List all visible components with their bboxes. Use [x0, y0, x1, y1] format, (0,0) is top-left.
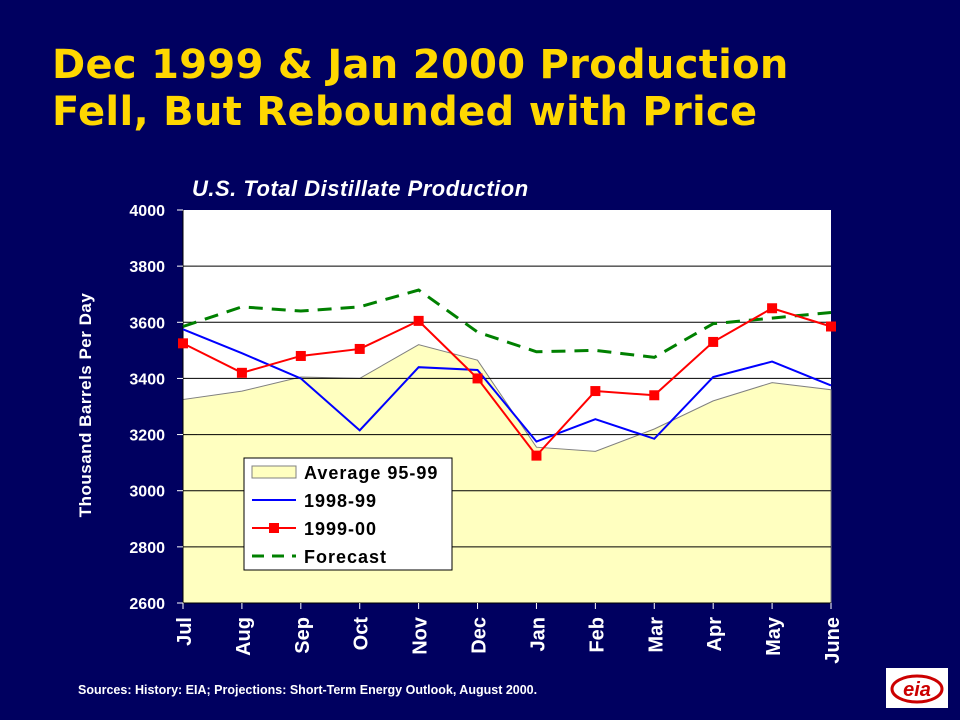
slide-title: Dec 1999 & Jan 2000 Production Fell, But… [52, 42, 912, 136]
series-1999-00-point-apr [708, 336, 719, 347]
series-1999-00-point-oct [354, 343, 365, 354]
series-1999-00-point-nov [413, 315, 424, 326]
series-1999-00-point-feb [590, 386, 601, 397]
chart-title: U.S. Total Distillate Production [192, 176, 529, 201]
legend-label-3: Forecast [304, 547, 387, 567]
y-tick-label-3400: 3400 [129, 371, 165, 388]
y-tick-label-4000: 4000 [129, 203, 165, 220]
eia-logo: eia [886, 668, 948, 708]
series-1998-99-line [182, 328, 832, 443]
y-tick-label-3200: 3200 [129, 428, 165, 445]
y-tick-label-2600: 2600 [129, 596, 165, 613]
series-1999-00-point-may [767, 303, 778, 314]
series-1999-00-point-aug [236, 367, 247, 378]
x-tick-label-may: May [763, 616, 785, 656]
series-1999-00-point-june [826, 321, 836, 332]
x-tick-label-apr: Apr [704, 617, 726, 652]
series-1999-00-point-sep [295, 350, 306, 361]
series-1999-00-point-dec [472, 373, 483, 384]
y-tick-label-3600: 3600 [129, 315, 165, 332]
x-tick-label-mar: Mar [645, 617, 667, 653]
y-tick-label-3800: 3800 [129, 259, 165, 276]
x-tick-label-june: June [822, 617, 844, 664]
legend-label-2: 1999-00 [304, 519, 377, 539]
slide-title-line-2: Fell, But Rebounded with Price [52, 89, 758, 135]
series-1999-00-point-jan [531, 450, 542, 461]
y-tick-label-3000: 3000 [129, 484, 165, 501]
legend-swatch-average [251, 465, 297, 479]
sources-note: Sources: History: EIA; Projections: Shor… [78, 683, 538, 697]
x-tick-label-aug: Aug [233, 617, 255, 656]
series-1999-00-point-mar [649, 390, 660, 401]
legend-marker-1999-00 [269, 523, 279, 533]
series-1999-00-line [182, 307, 832, 458]
slide-title-line-1: Dec 1999 & Jan 2000 Production [52, 42, 789, 88]
svg-text:eia: eia [903, 679, 931, 701]
legend-label-0: Average 95-99 [304, 463, 438, 483]
x-tick-label-sep: Sep [292, 617, 314, 654]
y-tick-label-2800: 2800 [129, 540, 165, 557]
x-tick-label-jan: Jan [527, 617, 549, 651]
x-tick-label-nov: Nov [410, 616, 432, 655]
legend-label-1: 1998-99 [304, 491, 377, 511]
x-tick-label-feb: Feb [586, 617, 608, 653]
series-1999-00-point-jul [178, 338, 188, 349]
x-tick-label-dec: Dec [469, 617, 491, 654]
x-tick-label-jul: Jul [174, 617, 196, 646]
x-tick-label-oct: Oct [351, 617, 373, 651]
